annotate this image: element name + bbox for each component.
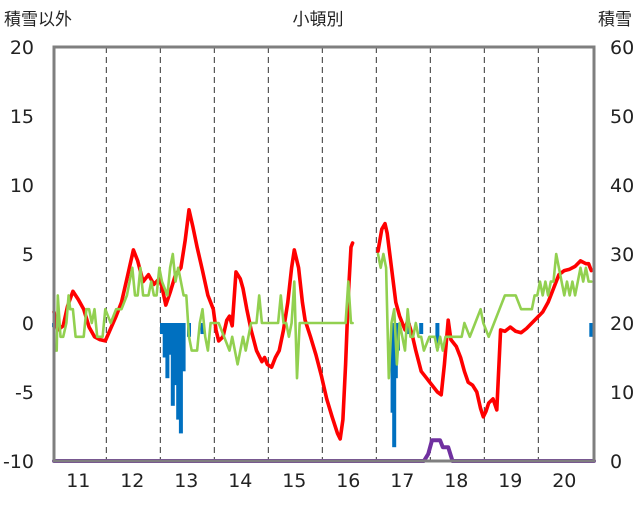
bar-2-9 — [178, 323, 183, 434]
right-tick-label-5: 50 — [610, 106, 634, 128]
bar-2-8 — [176, 323, 181, 420]
bar-2-2 — [162, 323, 167, 358]
x-tick-label-7: 18 — [444, 470, 468, 492]
right-tick-label-3: 30 — [610, 244, 634, 266]
left-tick-label-6: 20 — [10, 37, 34, 59]
bar-2-19 — [435, 323, 440, 348]
right-tick-label-2: 20 — [610, 313, 634, 335]
left-axis-title: 積雪以外 — [4, 10, 72, 30]
x-tick-label-5: 16 — [336, 470, 360, 492]
bar-2-12 — [200, 323, 205, 335]
tick-labels: -10 -5 0 5 10 15 20 0 10 20 30 40 50 60 11 12 13 14 15 16 17… — [3, 37, 634, 492]
series-line-1 — [52, 252, 593, 380]
x-tick-label-9: 20 — [552, 470, 576, 492]
right-tick-label-6: 60 — [610, 37, 634, 59]
series-line-3 — [52, 438, 596, 463]
bar-2-18 — [419, 323, 424, 335]
right-tick-label-1: 10 — [610, 382, 634, 404]
bar-2-20 — [589, 323, 594, 337]
left-tick-label-0: -10 — [3, 451, 34, 473]
right-tick-label-4: 40 — [610, 175, 634, 197]
x-tick-label-8: 19 — [498, 470, 522, 492]
right-axis-title: 積雪 — [598, 10, 632, 30]
bar-2-7 — [173, 323, 178, 386]
bar-2-1 — [160, 323, 164, 335]
series-line-0 — [52, 208, 594, 441]
bar-2-6 — [170, 323, 175, 406]
left-tick-label-1: -5 — [15, 382, 34, 404]
left-tick-label-4: 10 — [10, 175, 34, 197]
x-tick-label-6: 17 — [390, 470, 414, 492]
x-tick-label-0: 11 — [66, 470, 90, 492]
bar-2-14 — [392, 323, 397, 448]
gridlines — [105, 47, 539, 461]
x-tick-label-1: 12 — [120, 470, 144, 492]
plot-frame — [52, 45, 596, 463]
bar-2-4 — [167, 323, 172, 355]
left-tick-label-5: 15 — [10, 106, 34, 128]
chart-title: 小頓別 — [293, 10, 344, 30]
bar-2-10 — [181, 323, 186, 372]
left-tick-label-2: 0 — [22, 313, 34, 335]
right-tick-label-0: 0 — [610, 451, 622, 473]
x-tick-label-2: 13 — [174, 470, 198, 492]
x-tick-label-4: 15 — [282, 470, 306, 492]
left-tick-label-3: 5 — [22, 244, 34, 266]
line-series — [52, 208, 596, 463]
x-tick-label-3: 14 — [228, 470, 252, 492]
